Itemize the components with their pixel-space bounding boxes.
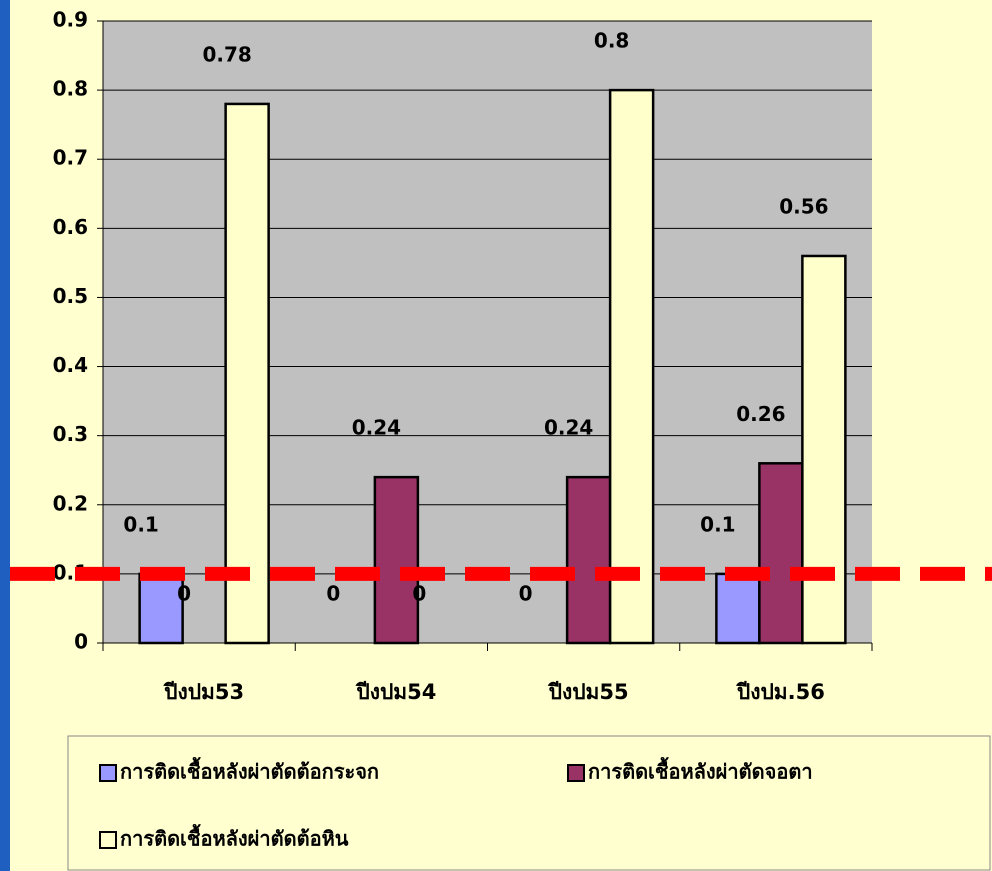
bar [715, 572, 761, 645]
legend-box [67, 735, 991, 871]
side-strip [0, 0, 10, 871]
data-label: 0.78 [202, 42, 251, 66]
data-label: 0 [519, 582, 533, 606]
bar [138, 572, 184, 645]
data-label: 0.56 [779, 194, 828, 218]
y-tick-label: 0.4 [53, 353, 88, 377]
y-tick-label: 0.6 [53, 215, 88, 239]
bar [373, 475, 420, 645]
y-tick-label: 0.8 [53, 77, 88, 101]
data-label: 0.1 [123, 512, 158, 536]
bar [758, 462, 804, 645]
bar [565, 475, 612, 645]
legend-label: การติดเชื้อหลังผ่าตัดต้อกระจก [120, 757, 379, 784]
data-label: 0 [326, 582, 340, 606]
y-tick-label: 0 [74, 630, 88, 654]
data-label: 0.24 [352, 416, 401, 440]
legend-swatch [567, 764, 585, 782]
legend-label: การติดเชื้อหลังผ่าตัดต้อหิน [120, 824, 349, 851]
bar [224, 102, 270, 645]
legend-label: การติดเชื้อหลังผ่าตัดจอตา [588, 757, 813, 784]
x-tick-label: ปีงปม.56 [735, 680, 825, 704]
y-tick-label: 0.9 [53, 8, 88, 32]
y-tick-label: 0.5 [53, 284, 88, 308]
y-tick-label: 0.3 [53, 422, 88, 446]
legend-swatch [99, 831, 117, 849]
plot-area [103, 21, 872, 643]
x-tick-label: ปีงปม55 [547, 680, 629, 704]
x-tick-label: ปีงปม53 [162, 680, 244, 704]
data-label: 0 [177, 582, 191, 606]
bar [608, 88, 655, 645]
data-label: 0.8 [594, 29, 629, 53]
data-label: 0 [412, 582, 426, 606]
bar [801, 254, 847, 645]
data-label: 0.26 [736, 402, 785, 426]
data-label: 0.1 [700, 512, 735, 536]
data-label: 0.24 [544, 416, 593, 440]
y-tick-label: 0.2 [53, 491, 88, 515]
y-tick-label: 0.7 [53, 146, 88, 170]
legend-swatch [99, 764, 117, 782]
x-tick-label: ปีงปม54 [355, 680, 437, 704]
